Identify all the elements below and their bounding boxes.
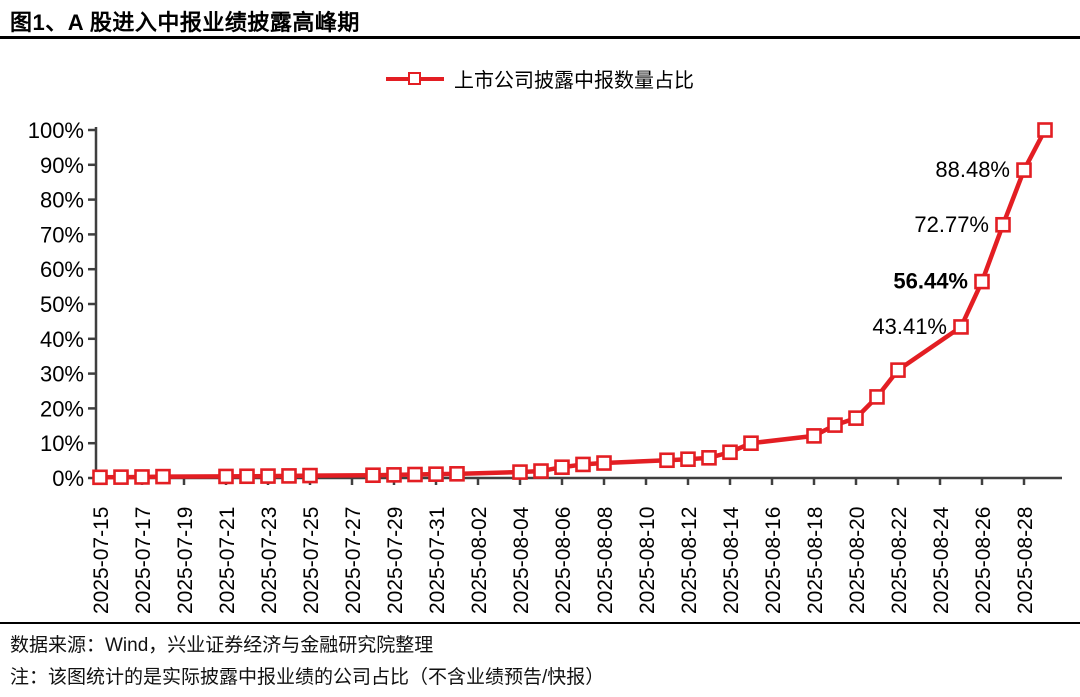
data-point-marker (869, 389, 885, 405)
chart-legend: 上市公司披露中报数量占比 (0, 64, 1080, 93)
data-point-marker (134, 469, 150, 485)
x-tick-label: 2025-08-06 (552, 507, 575, 614)
data-point-marker (848, 410, 864, 426)
data-point-marker (239, 468, 255, 485)
y-tick-label: 90% (40, 153, 84, 178)
x-tick-labels: 2025-07-15 2025-07-17 2025-07-19 2025-07-21… (90, 506, 1037, 614)
data-point-label: 43.41% (872, 314, 947, 339)
x-tick-label: 2025-08-20 (846, 507, 869, 614)
x-tick-label: 2025-07-19 (174, 507, 197, 614)
x-tick-label: 2025-07-29 (384, 507, 407, 614)
x-tick-label: 2025-07-15 (90, 507, 113, 614)
data-point-marker (659, 452, 675, 469)
data-labels: 43.41% 56.44% 72.77% 88.48% (872, 157, 1010, 339)
y-tick-label: 40% (40, 327, 84, 352)
data-point-marker (113, 469, 129, 485)
data-point-marker (218, 468, 234, 485)
x-tick-label: 2025-08-14 (720, 506, 743, 614)
data-point-marker (890, 362, 906, 378)
legend-series-label: 上市公司披露中报数量占比 (454, 70, 694, 92)
data-point-marker (953, 319, 969, 335)
data-point-marker (260, 468, 276, 484)
x-tick-label: 2025-08-12 (678, 507, 701, 614)
series-markers (92, 122, 1053, 486)
x-tick-label: 2025-08-26 (972, 507, 995, 614)
x-tick-label: 2025-07-23 (258, 507, 281, 614)
data-point-marker (701, 450, 717, 466)
x-tick-label: 2025-08-18 (804, 507, 827, 614)
x-tick-label: 2025-08-08 (594, 507, 617, 614)
data-point-marker (1016, 162, 1032, 178)
y-tick-label: 60% (40, 257, 84, 282)
data-point-marker (596, 455, 612, 471)
data-point-marker (281, 468, 297, 484)
y-tick-label: 10% (40, 431, 84, 456)
data-point-marker (407, 466, 423, 483)
data-point-marker (1037, 122, 1053, 138)
data-point-label: 72.77% (914, 212, 989, 237)
data-source-text: 数据来源：Wind，兴业证券经济与金融研究院整理 (10, 635, 434, 656)
figure-title: 图1、A 股进入中报业绩披露高峰期 (10, 10, 360, 35)
footer-divider (0, 622, 1080, 624)
x-tick-label: 2025-08-22 (888, 507, 911, 614)
data-point-marker (575, 456, 591, 473)
y-tick-label: 20% (40, 396, 84, 421)
x-tick-label: 2025-08-10 (636, 507, 659, 614)
data-point-marker (155, 468, 171, 485)
x-tick-label: 2025-08-28 (1014, 507, 1037, 614)
data-point-marker (722, 444, 738, 461)
y-tick-label: 100% (28, 118, 84, 143)
x-tick-label: 2025-07-17 (132, 507, 155, 614)
x-tick-label: 2025-07-27 (342, 507, 365, 614)
y-tick-label: 50% (40, 292, 84, 317)
data-point-marker (302, 467, 318, 484)
series-line (99, 128, 1047, 480)
data-point-label: 88.48% (935, 157, 1010, 182)
chart-canvas: 0% 10% 20% 30% 40% 50% 60% 70% 80% 90% 100% 2025-07… (28, 118, 1062, 614)
y-tick-label: 30% (40, 362, 84, 387)
data-point-marker (827, 417, 843, 433)
data-point-marker (365, 467, 381, 484)
data-point-marker (449, 466, 465, 482)
x-tick-label: 2025-08-16 (762, 507, 785, 614)
data-point-marker (974, 273, 990, 290)
y-tick-label: 0% (52, 466, 84, 491)
data-point-marker (386, 467, 402, 483)
data-point-marker (806, 428, 822, 444)
x-tick-label: 2025-08-02 (468, 507, 491, 614)
legend-series-marker-icon (386, 71, 444, 86)
y-tick-labels: 0% 10% 20% 30% 40% 50% 60% 70% 80% 90% 100% (28, 118, 84, 491)
x-tick-label: 2025-07-31 (426, 507, 449, 614)
y-axis (88, 127, 98, 480)
data-point-label: 56.44% (893, 269, 968, 294)
footnote-text: 注：该图统计的是实际披露中报业绩的公司占比（不含业绩预告/快报） (10, 667, 605, 688)
x-tick-label: 2025-07-21 (216, 507, 239, 614)
y-tick-label: 70% (40, 222, 84, 247)
title-divider (0, 36, 1080, 39)
x-tick-label: 2025-08-04 (510, 506, 533, 614)
y-tick-label: 80% (40, 188, 84, 213)
data-point-marker (554, 459, 570, 476)
data-point-marker (995, 216, 1011, 233)
x-tick-label: 2025-07-25 (300, 507, 323, 614)
data-point-marker (512, 464, 528, 480)
data-point-marker (92, 469, 108, 486)
data-point-marker (680, 451, 696, 468)
data-point-marker (743, 435, 759, 452)
data-point-marker (428, 466, 444, 482)
x-tick-label: 2025-08-24 (930, 506, 953, 614)
data-point-marker (533, 463, 549, 479)
